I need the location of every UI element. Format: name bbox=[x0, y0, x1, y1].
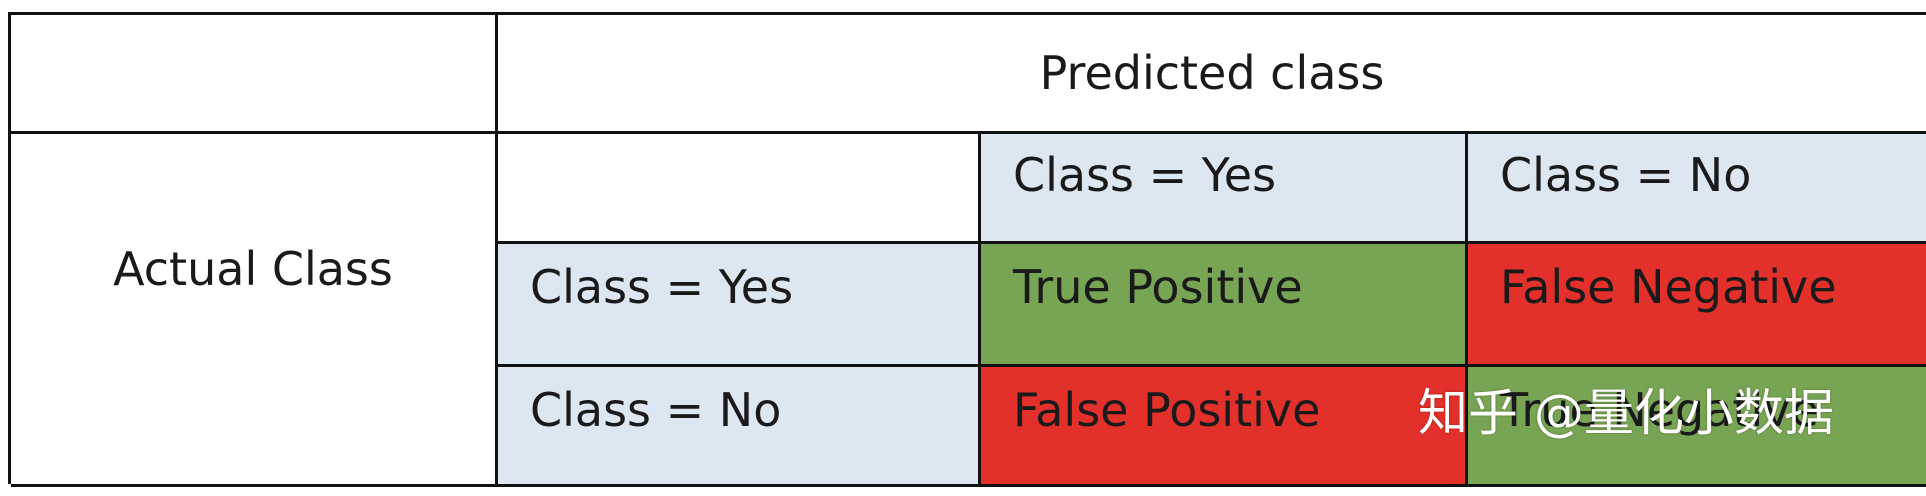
actual-class-label: Actual Class bbox=[11, 134, 498, 487]
watermark-text: 知乎 @量化小数据 bbox=[1418, 384, 1834, 442]
row-header-yes: Class = Yes bbox=[498, 244, 981, 367]
confusion-matrix-table: Predicted class Actual Class Class = Yes… bbox=[8, 12, 1926, 487]
false-negative-cell: False Negative bbox=[1468, 244, 1926, 367]
true-negative-cell: True Negative bbox=[1468, 367, 1926, 487]
empty-corner-cell bbox=[11, 15, 498, 134]
true-positive-cell: True Positive bbox=[981, 244, 1468, 367]
empty-subheader-cell bbox=[498, 134, 981, 244]
column-header-yes: Class = Yes bbox=[981, 134, 1468, 244]
false-positive-cell: False Positive bbox=[981, 367, 1468, 487]
column-header-no: Class = No bbox=[1468, 134, 1926, 244]
row-header-no: Class = No bbox=[498, 367, 981, 487]
predicted-class-header: Predicted class bbox=[498, 15, 1926, 134]
